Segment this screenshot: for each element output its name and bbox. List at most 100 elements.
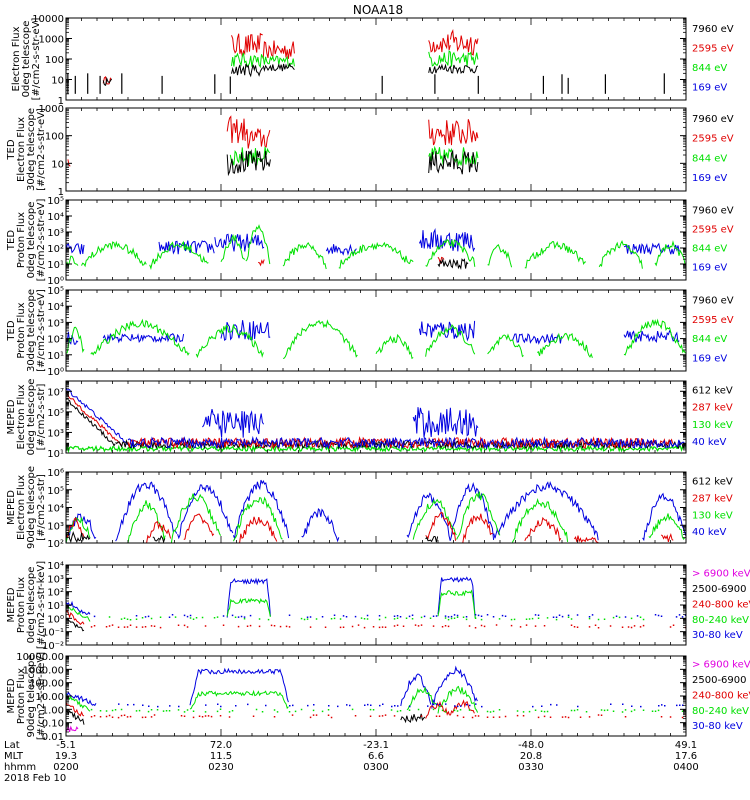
x-tick-lat: -5.1 <box>56 740 76 751</box>
y-tick-label: 0.01 <box>42 732 64 743</box>
y-axis-label: Proton Flux <box>16 302 27 358</box>
y-tick-label: 100 <box>45 132 64 143</box>
panel-2-y-axis: 1 10 100 1000 <box>39 104 686 198</box>
legend-entry: 169 eV <box>692 82 727 93</box>
panel-8-frame <box>65 655 687 737</box>
legend-entry: 7960 eV <box>692 296 734 307</box>
y-tick-label: 10³ <box>47 574 64 585</box>
legend-entry: 287 keV <box>692 403 733 414</box>
y-tick-label: 10¹ <box>47 601 64 612</box>
legend-entry: 30-80 keV <box>692 630 743 641</box>
panel-5-series <box>65 387 686 454</box>
series-blue-noisy <box>623 242 680 255</box>
panel-5-y-axis: 10¹ 10³ 10⁵ 10⁷ <box>47 381 686 460</box>
x-tick-mlt: 20.8 <box>520 751 542 762</box>
series-green-arc <box>338 241 414 269</box>
legend-entry: 169 eV <box>692 354 727 365</box>
legend-entry: 844 eV <box>692 63 727 74</box>
panel-4: 10⁰ 10¹ 10² 10³ 10⁴ 10⁵ TED Proton Flux 30deg te… <box>6 286 734 378</box>
y-tick-label: 10⁻² <box>42 641 64 652</box>
y-axis-label: Electron Flux <box>16 475 27 540</box>
series-green-arc <box>90 318 190 356</box>
series-black-noisy <box>262 62 295 72</box>
series-blue-arc <box>449 481 495 541</box>
series-blue-noisy <box>418 227 476 253</box>
legend-entry: 240-800 keV <box>692 599 750 610</box>
legend-entry: 169 eV <box>692 263 727 274</box>
series-red-noisy <box>258 259 265 267</box>
series-green-arc <box>425 238 476 267</box>
series-blue-decay <box>65 691 97 707</box>
series-red-arc <box>524 516 562 542</box>
x-tick-hhmm: 0330 <box>518 762 543 773</box>
y-tick-label: 10¹ <box>47 351 64 362</box>
series-green-arc <box>170 493 222 543</box>
series-blue-noisy <box>202 408 265 438</box>
y-axis-label: 90deg telescope <box>26 466 37 549</box>
series-red-arc <box>425 700 451 719</box>
series-green-arc <box>127 500 166 544</box>
y-tick-label: 10² <box>47 335 64 346</box>
legend-entry: 844 eV <box>692 153 727 164</box>
series-red-arc <box>65 517 85 538</box>
y-tick-label: 10⁰ <box>47 614 64 625</box>
y-tick-label: 10⁴ <box>47 212 64 223</box>
series-green-arc <box>487 333 524 358</box>
y-axis-label: MEPED <box>6 678 17 713</box>
x-tick-lat: -48.0 <box>518 740 544 751</box>
series-black-noisy <box>226 149 271 177</box>
y-tick-label: 10² <box>47 539 64 550</box>
series-blue-box <box>437 576 476 618</box>
legend-entry: 612 keV <box>692 386 733 397</box>
series-black-noisy <box>102 76 113 86</box>
y-tick-label: 10³ <box>47 428 64 439</box>
chart-title: NOAA18 <box>353 3 403 17</box>
panel-6-frame <box>65 471 687 544</box>
y-axis-label: [#/cm2-s-str-eV] <box>36 289 47 372</box>
legend-entry: 2595 eV <box>692 225 734 236</box>
series-green-arc <box>195 323 264 359</box>
series-green-arc <box>648 513 686 540</box>
y-axis-label: Electron Flux <box>11 26 22 91</box>
legend-entry: 130 keV <box>692 420 733 431</box>
legend-entry: 2500-6900 <box>692 584 747 595</box>
series-red-arc <box>449 699 475 716</box>
panel-4-legend: 7960 eV 2595 eV 844 eV 169 eV <box>692 296 734 365</box>
legend-entry: 130 keV <box>692 510 733 521</box>
panel-5: 10¹ 10³ 10⁵ 10⁷ MEPED Electron Flux 0deg teles… <box>6 379 733 460</box>
y-axis-label: Electron Flux <box>16 117 27 182</box>
series-blue-noisy <box>127 435 686 450</box>
series-green-dots <box>108 616 645 621</box>
y-axis-label: Proton Flux <box>16 668 27 724</box>
y-axis-label: MEPED <box>6 490 17 525</box>
y-axis-label: Electron Flux <box>16 384 27 449</box>
series-red-arc <box>239 516 278 544</box>
y-axis-label: Proton Flux <box>16 212 27 268</box>
y-tick-label: 10⁵ <box>47 196 64 207</box>
y-tick-label: 10⁰ <box>47 276 64 287</box>
series-green-arc <box>406 687 438 711</box>
y-tick-label: 10000 <box>32 14 64 25</box>
series-red-arc <box>146 520 172 544</box>
y-tick-label: 10³ <box>47 228 64 239</box>
panel-6-y-axis: 10² 10³ 10⁴ 10⁵ 10⁶ <box>47 468 686 550</box>
y-tick-label: 1.00 <box>42 705 64 716</box>
series-green-decay <box>65 604 91 622</box>
legend-entry: 844 eV <box>692 244 727 255</box>
y-tick-label: 10² <box>47 244 64 255</box>
y-axis-label: 0deg telescope <box>21 21 32 98</box>
legend-entry: 80-240 keV <box>692 615 749 626</box>
y-axis-label: Proton Flux <box>16 577 27 633</box>
series-red-noisy <box>449 29 479 56</box>
series-black-noisy <box>152 534 166 544</box>
panel-1-y-axis: 1 10 100 1000 10000 <box>32 14 686 107</box>
y-tick-label: 10³ <box>47 521 64 532</box>
series-blue-noisy <box>418 320 476 342</box>
series-green-arc <box>220 233 246 263</box>
y-tick-label: 10¹ <box>47 260 64 271</box>
series-green-box <box>437 589 476 618</box>
series-red-arc <box>462 513 493 544</box>
panel-6-series <box>65 479 687 544</box>
x-row-label: MLT <box>4 751 24 762</box>
